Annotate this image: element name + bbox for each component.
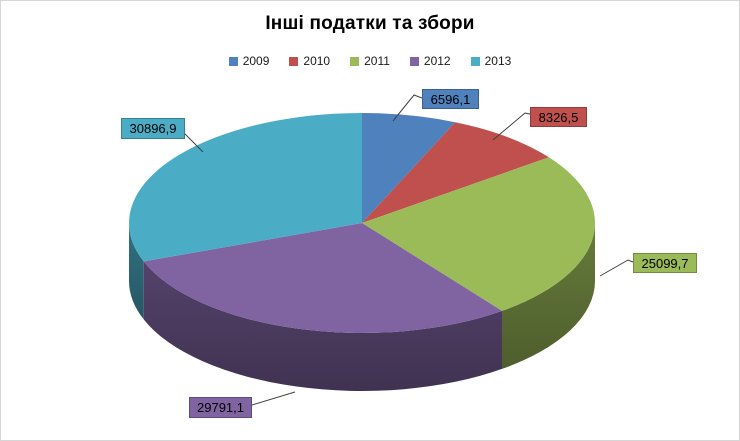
data-label-2011: 25099,7 [633,253,697,273]
pie-side-2012 [143,261,502,391]
data-label-2009: 6596,1 [422,89,479,109]
data-label-2010: 8326,5 [530,107,587,127]
legend-swatch-2009 [228,56,238,66]
leader-line-2012 [251,391,296,406]
leader-line-2013 [183,132,204,153]
legend-entry-2009: 2009 [228,54,270,68]
legend-swatch-2011 [350,56,360,66]
legend-label-2013: 2013 [484,54,512,68]
leader-line-2010 [492,112,531,141]
legend-swatch-2013 [470,56,480,66]
chart-title: Інші податки та збори [265,13,475,34]
pie-slice-2012 [143,223,502,333]
legend: 2009 2010 2011 2012 2013 [1,54,739,68]
legend-label-2010: 2010 [303,54,331,68]
legend-entry-2012: 2012 [409,54,451,68]
label-leader-lines [183,94,634,406]
pie-side-2011 [502,223,595,369]
pie-slice-2013 [129,113,362,262]
pie-slice-2011 [362,157,595,311]
legend-swatch-2010 [289,56,299,66]
data-label-2012: 29791,1 [189,397,252,418]
pie-side-2013 [129,223,144,320]
legend-entry-2013: 2013 [470,54,512,68]
legend-label-2011: 2011 [364,54,390,68]
pie-slice-2009 [362,113,456,223]
legend-entry-2010: 2010 [289,54,330,68]
pie-sides [129,223,595,391]
pie-slice-2010 [362,122,549,223]
leader-line-2011 [599,259,634,277]
data-label-2013: 30896,9 [121,118,185,139]
legend-entry-2011: 2011 [350,54,390,68]
leader-line-2009 [392,94,423,122]
pie-tops [129,113,595,333]
legend-swatch-2012 [409,56,419,66]
legend-label-2009: 2009 [242,54,270,68]
legend-label-2012: 2012 [423,54,451,68]
